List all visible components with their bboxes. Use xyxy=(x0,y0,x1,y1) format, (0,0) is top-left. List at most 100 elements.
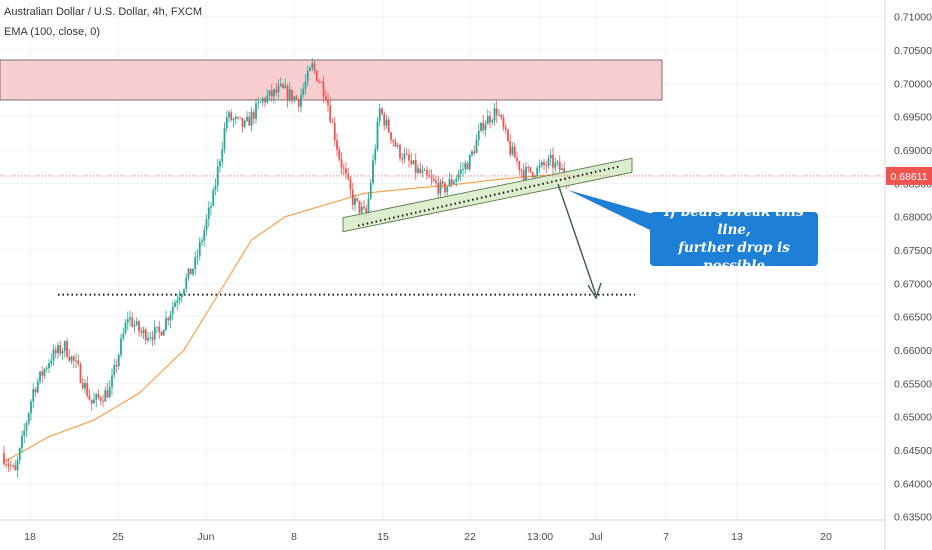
candle xyxy=(288,81,291,103)
candle xyxy=(529,167,532,174)
candle xyxy=(18,447,21,465)
candle xyxy=(189,268,192,275)
candle xyxy=(320,81,323,83)
price-tick-label: 0.67500 xyxy=(894,245,932,257)
chart-title: Australian Dollar / U.S. Dollar, 4h, FXC… xyxy=(4,6,203,18)
candle xyxy=(414,153,417,181)
candle xyxy=(59,340,62,357)
time-tick-label: 13 xyxy=(731,531,743,543)
time-tick-label: 18 xyxy=(24,531,36,543)
price-tick-label: 0.71000 xyxy=(894,12,932,24)
price-tick-label: 0.65000 xyxy=(894,412,932,424)
callout-pointer xyxy=(568,190,660,232)
candle xyxy=(180,292,183,303)
candle xyxy=(151,331,154,347)
candle xyxy=(306,65,309,87)
price-tick-label: 0.69500 xyxy=(894,112,932,124)
candle xyxy=(61,347,64,361)
candle xyxy=(300,88,302,113)
candle xyxy=(378,103,381,127)
candle xyxy=(230,109,233,122)
candle xyxy=(201,237,203,247)
candle xyxy=(106,382,109,399)
candle xyxy=(225,110,228,133)
candle xyxy=(484,120,487,137)
candle xyxy=(5,458,8,469)
candle xyxy=(86,376,89,398)
candle xyxy=(437,176,440,199)
candle xyxy=(475,133,478,154)
candle xyxy=(462,162,464,178)
candle xyxy=(561,163,563,171)
candle xyxy=(120,334,122,358)
candle xyxy=(48,359,50,374)
candle xyxy=(311,58,314,72)
candle xyxy=(329,97,332,124)
price-axis[interactable]: 0.63500 0.64000 0.64500 0.65000 0.65500 0.660… xyxy=(886,12,932,524)
candle xyxy=(23,423,26,444)
candle xyxy=(126,311,129,331)
candle xyxy=(255,98,257,124)
time-tick-label: 22 xyxy=(464,531,476,543)
candle xyxy=(363,200,365,211)
candle xyxy=(374,144,377,165)
candle xyxy=(41,366,44,384)
candle xyxy=(219,159,221,173)
candle xyxy=(257,96,260,110)
candle xyxy=(387,116,390,134)
price-tick-label: 0.70000 xyxy=(894,78,932,90)
candle xyxy=(144,327,147,345)
candle xyxy=(117,352,120,370)
candle xyxy=(441,176,444,189)
candle xyxy=(511,142,514,156)
candle xyxy=(403,147,406,164)
candle xyxy=(408,148,410,168)
candle xyxy=(72,355,75,369)
candle xyxy=(90,399,93,411)
candle xyxy=(156,326,158,334)
candle xyxy=(439,178,442,200)
candle xyxy=(259,101,262,103)
candle xyxy=(25,420,28,438)
candle xyxy=(455,175,458,187)
candle xyxy=(111,368,113,396)
annotation-line-1: If bears break this line, xyxy=(664,204,804,238)
candle xyxy=(394,138,397,148)
candle xyxy=(21,430,23,454)
candle xyxy=(135,317,138,327)
candle xyxy=(558,155,561,177)
time-axis[interactable]: 18 25 Jun 8 15 22 13:00 Jul 7 13 20 xyxy=(24,531,832,543)
candle xyxy=(246,111,248,123)
candle xyxy=(453,179,455,185)
candle xyxy=(432,174,435,183)
candle xyxy=(507,128,509,143)
annotation-callout[interactable]: If bears break this line, further drop i… xyxy=(650,204,818,274)
candle xyxy=(540,160,543,168)
candle xyxy=(153,319,156,346)
candle xyxy=(372,154,374,186)
candle xyxy=(482,114,485,134)
candle xyxy=(187,267,190,282)
candle xyxy=(516,151,518,165)
candle xyxy=(322,75,325,104)
candle xyxy=(318,78,320,84)
candle xyxy=(196,249,199,265)
candle xyxy=(426,165,428,180)
candle xyxy=(162,329,165,336)
candle xyxy=(27,412,30,426)
candle xyxy=(396,142,399,149)
time-tick-label: 20 xyxy=(820,531,832,543)
candle xyxy=(124,319,127,335)
candle xyxy=(423,167,426,171)
candle xyxy=(252,109,255,125)
candle xyxy=(88,388,91,401)
candle xyxy=(495,100,498,124)
candle xyxy=(282,82,284,90)
candle xyxy=(102,394,104,408)
drop-arrow xyxy=(557,183,660,300)
price-tick-label: 0.64500 xyxy=(894,445,932,457)
candle xyxy=(304,73,307,95)
candle xyxy=(138,319,140,337)
candle xyxy=(333,116,336,147)
